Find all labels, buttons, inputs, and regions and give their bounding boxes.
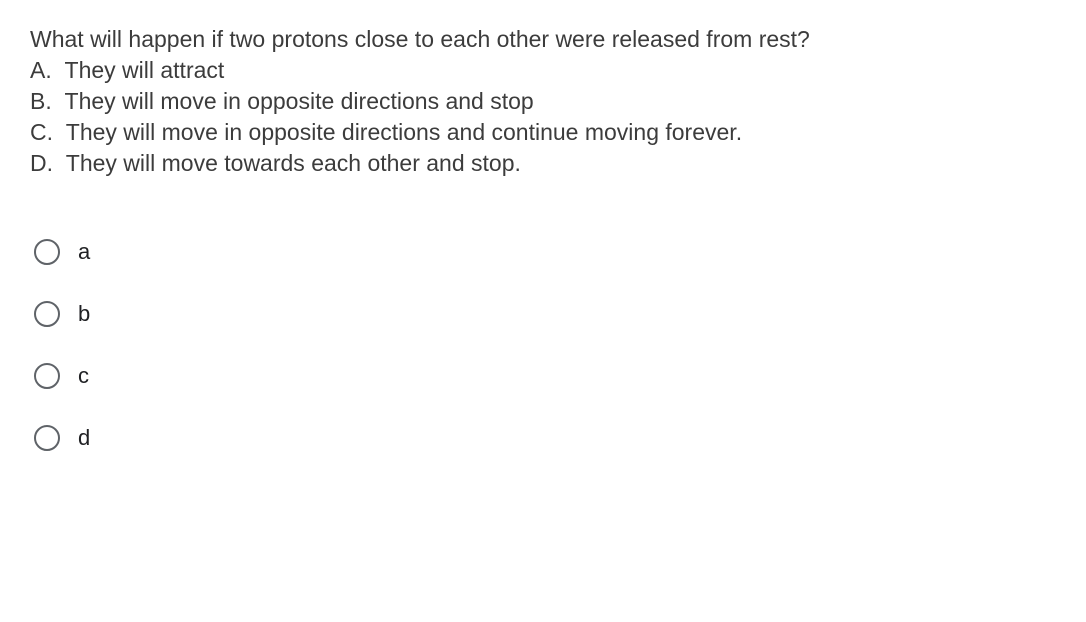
radio-label: b (78, 301, 90, 327)
radio-option-d[interactable]: d (34, 425, 1056, 451)
radio-label: c (78, 363, 89, 389)
choice-letter: D. (30, 150, 53, 176)
choice-letter: C. (30, 119, 53, 145)
question-block: What will happen if two protons close to… (30, 24, 1056, 179)
radio-option-c[interactable]: c (34, 363, 1056, 389)
radio-label: a (78, 239, 90, 265)
radio-option-b[interactable]: b (34, 301, 1056, 327)
radio-circle-icon (34, 363, 60, 389)
radio-option-a[interactable]: a (34, 239, 1056, 265)
answer-choice-b: B. They will move in opposite directions… (30, 86, 1056, 117)
answer-choice-a: A. They will attract (30, 55, 1056, 86)
answer-choice-c: C. They will move in opposite directions… (30, 117, 1056, 148)
radio-circle-icon (34, 239, 60, 265)
choice-text: They will move in opposite directions an… (65, 88, 534, 114)
answer-choice-d: D. They will move towards each other and… (30, 148, 1056, 179)
answer-list: A. They will attract B. They will move i… (30, 55, 1056, 179)
choice-letter: B. (30, 88, 52, 114)
radio-circle-icon (34, 301, 60, 327)
radio-circle-icon (34, 425, 60, 451)
choice-text: They will attract (65, 57, 225, 83)
radio-group: a b c d (30, 239, 1056, 451)
choice-letter: A. (30, 57, 52, 83)
question-prompt: What will happen if two protons close to… (30, 24, 1056, 55)
radio-label: d (78, 425, 90, 451)
question-text: What will happen if two protons close to… (30, 24, 1056, 179)
choice-text: They will move towards each other and st… (66, 150, 521, 176)
choice-text: They will move in opposite directions an… (66, 119, 742, 145)
